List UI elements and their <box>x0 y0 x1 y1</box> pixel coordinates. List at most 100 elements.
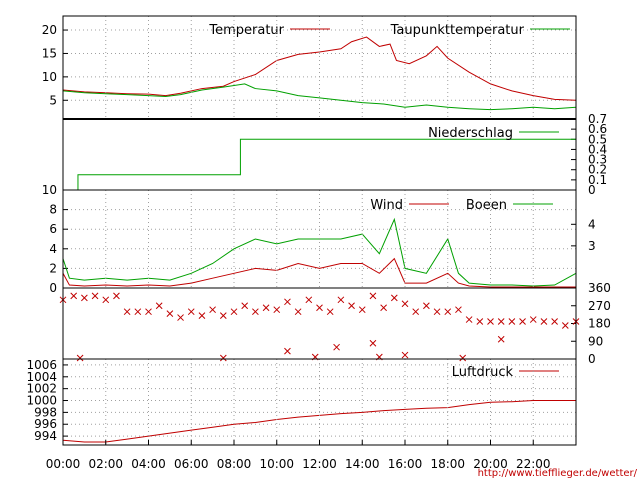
wind-direction-marker <box>459 354 467 362</box>
wind-direction-marker <box>476 318 484 325</box>
wind-direction-marker <box>305 296 313 304</box>
wind-direction-marker <box>155 302 163 310</box>
wind-direction-marker <box>465 316 473 323</box>
wind-direction-marker <box>369 292 377 300</box>
wind-direction-marker <box>177 314 184 321</box>
x-tick-label: 04:00 <box>131 457 166 471</box>
y-tick-label: 996 <box>34 417 57 431</box>
right-tick-label: 0 <box>588 352 596 366</box>
wind-direction-marker <box>333 343 340 351</box>
wind-direction-marker <box>70 292 78 300</box>
y-tick-label: 0 <box>49 281 57 295</box>
y-tick-label: 0 <box>588 183 596 197</box>
y-tick-label: 1004 <box>26 370 57 384</box>
wind-direction-marker <box>145 308 152 316</box>
x-tick-label: 14:00 <box>345 457 380 471</box>
x-tick-label: 02:00 <box>88 457 123 471</box>
legend-label: Boeen <box>466 198 507 213</box>
wind-direction-marker <box>497 318 505 325</box>
wind-direction-marker <box>219 354 227 362</box>
series-line-Wind <box>62 257 576 288</box>
y-tick-label: 0.2 <box>588 163 607 177</box>
wind-direction-marker <box>444 308 452 316</box>
wind-direction-marker <box>284 347 291 355</box>
wind-direction-marker <box>123 308 131 316</box>
y-tick-label: 0.7 <box>588 112 607 126</box>
wind-direction-marker <box>348 302 355 310</box>
right-tick-label: 360 <box>588 281 611 295</box>
wind-direction-marker <box>102 296 110 304</box>
wind-direction-marker <box>487 318 494 325</box>
y-tick-label: 1002 <box>26 382 57 396</box>
y-tick-label: 998 <box>34 405 57 419</box>
wind-direction-marker <box>219 312 227 319</box>
legend-label: Wind <box>370 198 403 213</box>
right-tick-label: 270 <box>588 299 611 313</box>
x-tick-label: 12:00 <box>302 457 337 471</box>
y-tick-label: 0.4 <box>588 142 607 156</box>
wind-direction-marker <box>294 308 302 316</box>
wind-direction-marker <box>134 308 142 316</box>
right-tick-label: 180 <box>588 317 611 331</box>
x-tick-label: 20:00 <box>473 457 508 471</box>
wind-direction-marker <box>166 310 174 317</box>
panel-frame <box>62 358 577 446</box>
series-line-Boeen <box>62 217 577 287</box>
y-tick-label: 4 <box>49 242 57 256</box>
wind-direction-marker <box>497 335 505 343</box>
y-tick-label: 1000 <box>26 394 57 408</box>
y-tick-label: 10 <box>42 183 57 197</box>
source-url: http://www.tiefflieger.de/wetter/ <box>478 468 638 479</box>
y-tick-label: 0.1 <box>588 173 607 187</box>
y-tick-label: 8 <box>49 203 57 217</box>
right-tick-label: 3 <box>588 239 596 253</box>
wind-direction-marker <box>519 318 526 325</box>
wind-direction-marker <box>529 316 537 323</box>
x-tick-label: 06:00 <box>174 457 209 471</box>
x-tick-label: 08:00 <box>217 457 252 471</box>
wind-direction-marker <box>262 304 270 312</box>
wind-direction-marker <box>390 294 398 302</box>
wind-direction-marker <box>358 306 366 314</box>
right-tick-label: 90 <box>588 334 603 348</box>
wind-direction-marker <box>198 312 206 319</box>
wind-direction-marker <box>401 300 409 308</box>
wind-direction-marker <box>241 302 249 310</box>
y-tick-label: 2 <box>49 261 57 275</box>
x-tick-label: 00:00 <box>46 457 81 471</box>
series-line-Niederschlag <box>77 138 576 190</box>
wind-direction-marker <box>337 296 345 304</box>
legend-label: Niederschlag <box>428 126 513 141</box>
wind-direction-marker <box>455 306 462 314</box>
series-line-Temperatur <box>62 36 577 101</box>
wind-direction-marker <box>230 308 238 316</box>
wind-direction-marker <box>91 292 99 300</box>
wind-direction-marker <box>273 306 281 314</box>
y-tick-label: 0.3 <box>588 153 607 167</box>
series-line-Taupunkttemperatur <box>62 83 577 111</box>
wind-direction-marker <box>76 354 84 362</box>
y-tick-label: 1006 <box>26 358 57 372</box>
wind-direction-marker <box>284 298 291 306</box>
x-tick-label: 16:00 <box>388 457 423 471</box>
x-tick-label: 22:00 <box>516 457 551 471</box>
wind-direction-marker <box>187 308 195 316</box>
wind-direction-marker <box>113 292 120 300</box>
wind-direction-marker <box>316 304 323 312</box>
y-tick-label: 6 <box>49 222 57 236</box>
wind-direction-marker <box>81 294 88 302</box>
y-tick-label: 5 <box>49 93 57 107</box>
wind-direction-marker <box>508 318 516 325</box>
wind-direction-marker <box>369 339 377 347</box>
wind-direction-marker <box>401 351 409 359</box>
y-tick-label: 15 <box>42 46 57 60</box>
x-tick-label: 10:00 <box>259 457 294 471</box>
wind-direction-marker <box>412 308 420 316</box>
y-tick-label: 0.5 <box>588 132 607 146</box>
x-tick-label: 18:00 <box>430 457 465 471</box>
wind-direction-marker <box>252 308 259 316</box>
wind-direction-marker <box>551 318 558 325</box>
wind-direction-marker <box>209 306 216 314</box>
legend-label: Taupunkttemperatur <box>390 23 525 38</box>
wind-direction-marker <box>433 308 441 316</box>
